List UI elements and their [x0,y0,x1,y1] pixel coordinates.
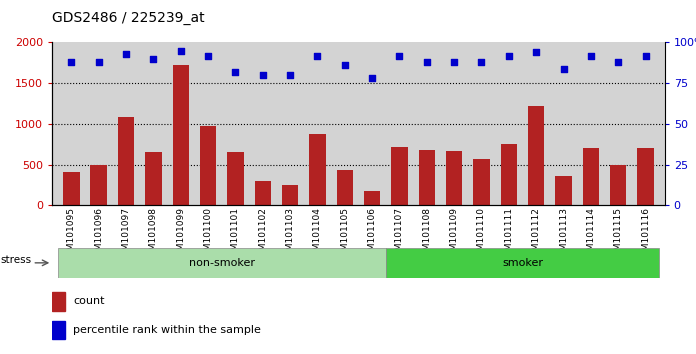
Text: GSM101107: GSM101107 [395,207,404,262]
Bar [309,134,326,205]
Bar [364,192,380,205]
Text: GSM101103: GSM101103 [285,207,294,262]
Bar [500,144,517,205]
Bar [255,181,271,205]
Bar [90,165,107,205]
Bar [337,170,353,205]
Bar [173,65,189,205]
Bar [58,248,386,278]
Bar [227,152,244,205]
Bar [282,185,299,205]
Point [612,59,624,65]
Point [421,59,432,65]
Point [558,66,569,72]
Point [640,53,651,58]
Text: GSM101105: GSM101105 [340,207,349,262]
Bar [391,147,408,205]
Point [367,75,378,81]
Text: stress: stress [1,255,32,265]
Text: GSM101108: GSM101108 [422,207,432,262]
Point [339,62,350,68]
Point [257,72,268,78]
Text: GSM101104: GSM101104 [313,207,322,262]
Bar [200,126,216,205]
Point [175,48,187,53]
Point [394,53,405,58]
Text: smoker: smoker [502,258,543,268]
Text: GSM101099: GSM101099 [176,207,185,262]
Text: GSM101112: GSM101112 [532,207,541,262]
Point [312,53,323,58]
Point [285,72,296,78]
Point [448,59,459,65]
Text: GSM101097: GSM101097 [122,207,131,262]
Bar [63,172,79,205]
Bar [145,152,161,205]
Point [65,59,77,65]
Bar [52,321,65,339]
Text: GSM101106: GSM101106 [367,207,377,262]
Text: GSM101102: GSM101102 [258,207,267,262]
Text: GSM101098: GSM101098 [149,207,158,262]
Text: non-smoker: non-smoker [189,258,255,268]
Bar [52,292,65,310]
Bar [610,165,626,205]
Bar [386,248,659,278]
Text: GSM101115: GSM101115 [614,207,623,262]
Point [203,53,214,58]
Point [585,53,596,58]
Text: GSM101116: GSM101116 [641,207,650,262]
Text: GSM101113: GSM101113 [559,207,568,262]
Bar [528,106,544,205]
Bar [418,150,435,205]
Bar [638,148,654,205]
Bar [555,176,571,205]
Text: GSM101109: GSM101109 [450,207,459,262]
Text: GSM101100: GSM101100 [203,207,212,262]
Text: percentile rank within the sample: percentile rank within the sample [73,325,261,335]
Point [148,56,159,62]
Text: GSM101101: GSM101101 [231,207,240,262]
Bar [473,159,490,205]
Text: GSM101114: GSM101114 [586,207,595,262]
Point [503,53,514,58]
Point [93,59,104,65]
Point [230,69,241,75]
Text: GSM101096: GSM101096 [94,207,103,262]
Point [530,50,541,55]
Text: GSM101095: GSM101095 [67,207,76,262]
Bar [446,151,462,205]
Text: GSM101111: GSM101111 [505,207,514,262]
Text: count: count [73,296,104,307]
Point [476,59,487,65]
Text: GDS2486 / 225239_at: GDS2486 / 225239_at [52,11,205,25]
Point [120,51,132,57]
Text: GSM101110: GSM101110 [477,207,486,262]
Bar [118,116,134,205]
Bar [583,148,599,205]
